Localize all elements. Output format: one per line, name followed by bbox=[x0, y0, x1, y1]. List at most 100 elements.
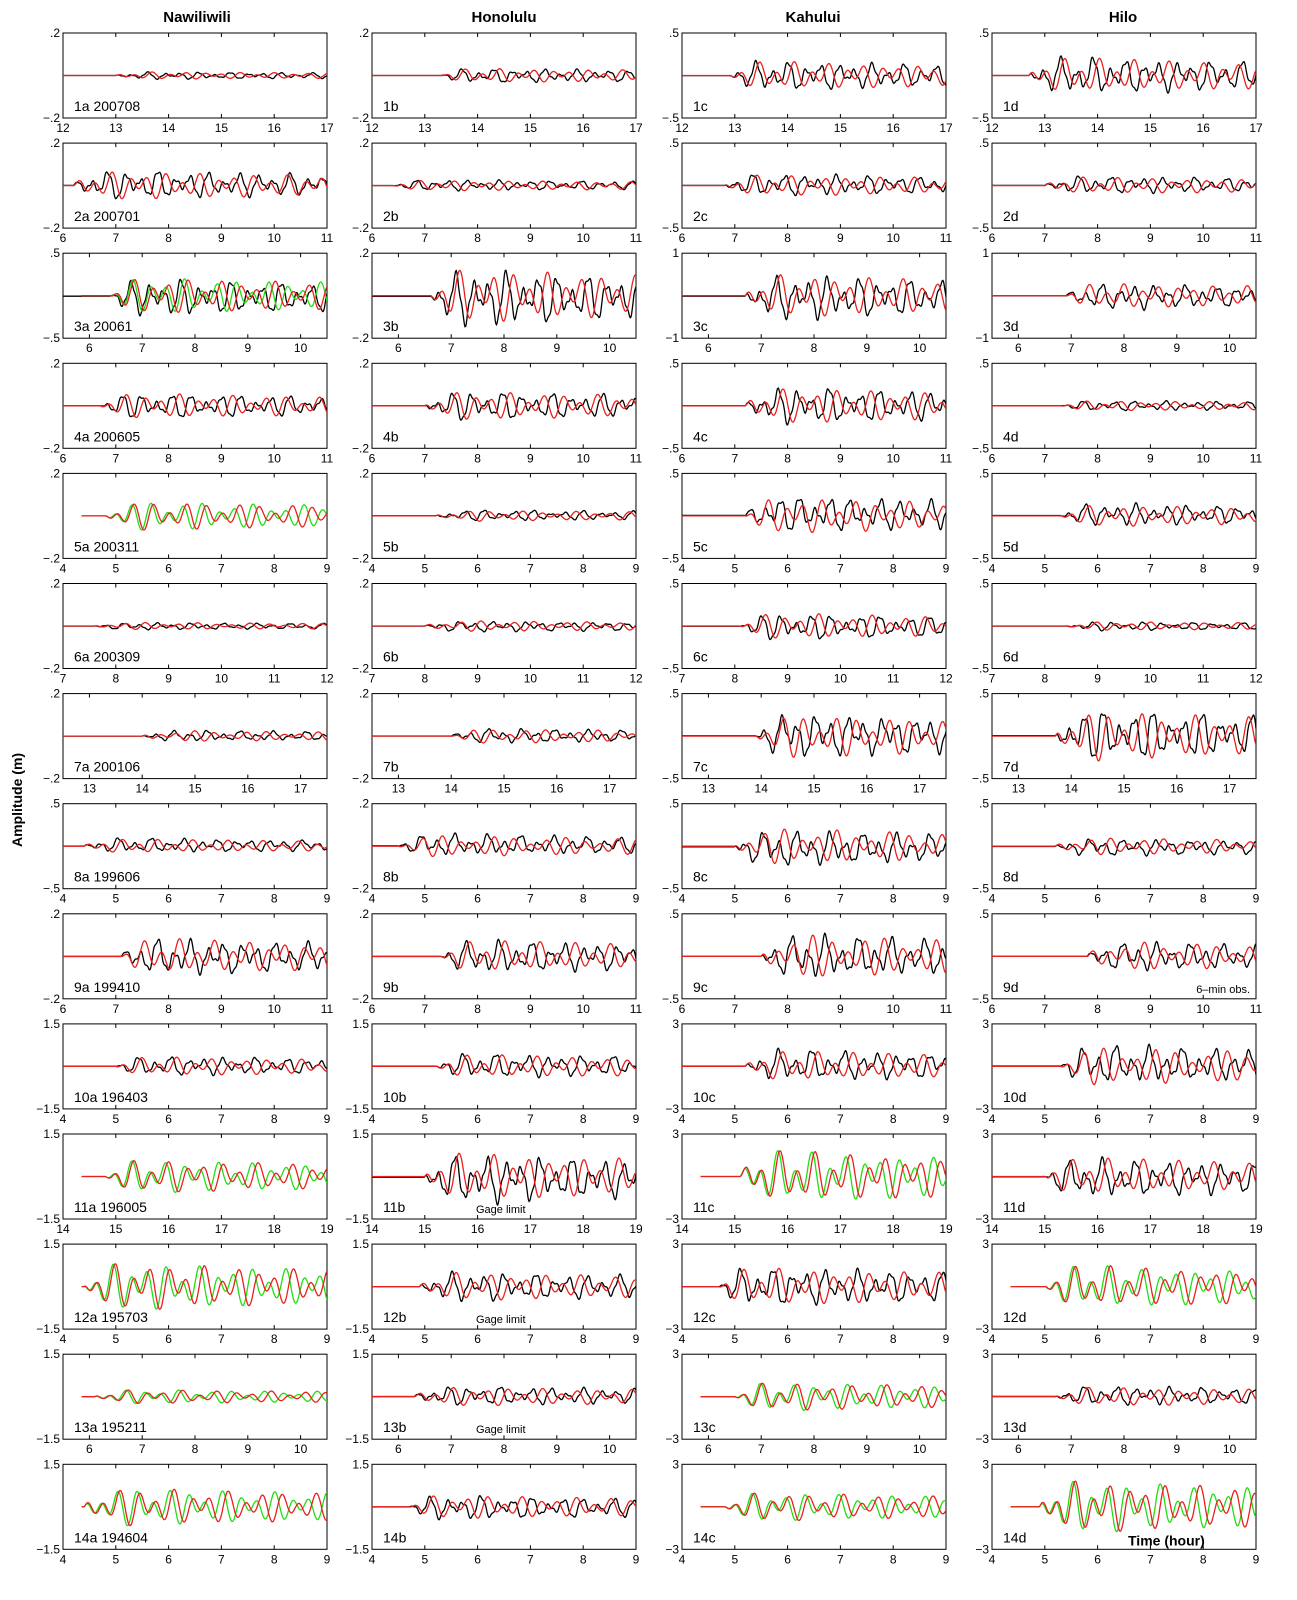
x-tick-label: 4 bbox=[679, 561, 686, 575]
panel-2d: .5 −.56 7 8 9 10 11 2d bbox=[972, 136, 1263, 245]
x-tick-label: 6 bbox=[165, 1552, 172, 1566]
y-tick-label: −.5 bbox=[662, 992, 679, 1006]
panel-label: 8c bbox=[693, 869, 708, 885]
model-series bbox=[682, 934, 946, 977]
panel-label: 1b bbox=[383, 98, 399, 114]
y-tick-label: −.2 bbox=[43, 992, 60, 1006]
y-tick-label: −1.5 bbox=[36, 1102, 60, 1116]
x-tick-label: 9 bbox=[943, 1112, 950, 1126]
x-tick-label: 9 bbox=[863, 1442, 870, 1456]
panel-label: 7d bbox=[1003, 759, 1019, 775]
x-tick-label: 9 bbox=[633, 892, 640, 906]
x-tick-label: 7 bbox=[1041, 451, 1048, 465]
x-tick-label: 6 bbox=[60, 1002, 67, 1016]
panel-label: 12d bbox=[1003, 1309, 1026, 1325]
x-tick-label: 7 bbox=[1147, 892, 1154, 906]
x-tick-label: 7 bbox=[218, 1112, 225, 1126]
x-tick-label: 15 bbox=[109, 1222, 123, 1236]
y-tick-label: −.5 bbox=[972, 992, 989, 1006]
x-tick-label: 11 bbox=[321, 451, 334, 465]
panel-label: 6c bbox=[693, 649, 708, 665]
x-tick-label: 17 bbox=[629, 121, 643, 135]
model-series bbox=[682, 1267, 946, 1305]
panel-label: 14b bbox=[383, 1529, 407, 1545]
x-tick-label: 7 bbox=[527, 892, 534, 906]
x-tick-label: 6 bbox=[705, 341, 712, 355]
x-tick-label: 4 bbox=[989, 1112, 996, 1126]
y-tick-label: 1.5 bbox=[352, 1127, 369, 1141]
x-tick-label: 6 bbox=[60, 451, 67, 465]
panel-label: 3a 20061 bbox=[74, 318, 133, 334]
x-tick-label: 5 bbox=[421, 1112, 428, 1126]
panel-note: Gage limit bbox=[476, 1424, 526, 1436]
model-series bbox=[682, 174, 946, 196]
x-tick-label: 14 bbox=[781, 121, 795, 135]
x-tick-label: 7 bbox=[527, 1552, 534, 1566]
x-tick-label: 11 bbox=[940, 231, 953, 245]
x-tick-label: 12 bbox=[629, 672, 643, 686]
observed-series bbox=[372, 832, 636, 855]
x-tick-label: 8 bbox=[474, 451, 481, 465]
x-tick-label: 11 bbox=[577, 672, 590, 686]
panel-5c: .5 −.54 5 6 7 8 9 5c bbox=[662, 466, 950, 575]
x-tick-label: 11 bbox=[887, 672, 900, 686]
x-tick-label: 11 bbox=[1250, 1002, 1263, 1016]
time-axis-label: Time (hour) bbox=[1128, 1532, 1205, 1548]
x-tick-label: 9 bbox=[943, 1332, 950, 1346]
y-tick-label: .5 bbox=[669, 136, 679, 150]
x-tick-label: 5 bbox=[731, 1552, 738, 1566]
x-tick-label: 9 bbox=[837, 451, 844, 465]
y-tick-label: .5 bbox=[979, 687, 989, 701]
panel-6c: .5 −.57 8 9 10 11 12 6c bbox=[662, 577, 953, 686]
x-tick-label: 10 bbox=[268, 451, 282, 465]
panel-label: 9d bbox=[1003, 979, 1019, 995]
x-tick-label: 4 bbox=[369, 1552, 376, 1566]
y-tick-label: −1.5 bbox=[36, 1432, 60, 1446]
y-tick-label: 3 bbox=[672, 1017, 679, 1031]
panel-7a: .2 −.2 13 14 15 16 17 7a 200106 bbox=[43, 687, 328, 796]
x-tick-label: 9 bbox=[784, 672, 791, 686]
x-tick-label: 6 bbox=[165, 1112, 172, 1126]
x-tick-label: 13 bbox=[83, 782, 97, 796]
model-series bbox=[81, 278, 327, 313]
x-tick-label: 6 bbox=[165, 1332, 172, 1346]
panel-frame bbox=[681, 362, 947, 449]
model-series bbox=[992, 941, 1256, 970]
y-tick-label: −.2 bbox=[352, 882, 369, 896]
y-tick-label: −.5 bbox=[972, 111, 989, 125]
y-tick-label: 3 bbox=[982, 1017, 989, 1031]
x-tick-label: 15 bbox=[834, 121, 848, 135]
x-tick-label: 9 bbox=[218, 231, 225, 245]
y-tick-label: −3 bbox=[975, 1432, 989, 1446]
x-tick-label: 9 bbox=[943, 1552, 950, 1566]
y-tick-label: −.2 bbox=[43, 662, 60, 676]
x-tick-label: 8 bbox=[271, 1552, 278, 1566]
y-tick-label: −3 bbox=[975, 1322, 989, 1336]
x-tick-label: 15 bbox=[728, 1222, 742, 1236]
x-tick-label: 9 bbox=[553, 341, 560, 355]
panel-label: 7b bbox=[383, 759, 399, 775]
model-series bbox=[1010, 1265, 1256, 1305]
y-tick-label: −1.5 bbox=[345, 1542, 369, 1556]
y-tick-label: −1.5 bbox=[345, 1432, 369, 1446]
x-tick-label: 15 bbox=[215, 121, 229, 135]
x-tick-label: 18 bbox=[268, 1222, 282, 1236]
y-tick-label: .2 bbox=[50, 577, 60, 591]
x-tick-label: 8 bbox=[1200, 561, 1207, 575]
x-tick-label: 17 bbox=[939, 121, 953, 135]
x-tick-label: 10 bbox=[913, 341, 927, 355]
x-tick-label: 7 bbox=[989, 672, 996, 686]
x-tick-label: 7 bbox=[758, 1442, 765, 1456]
x-tick-label: 7 bbox=[1147, 561, 1154, 575]
y-tick-label: −.2 bbox=[352, 662, 369, 676]
panel-1a: .2 −.212 13 14 15 16 17 1a 200708 bbox=[43, 26, 334, 135]
panel-12d: 3 −34 5 6 7 8 9 12d bbox=[975, 1237, 1259, 1346]
x-tick-label: 16 bbox=[860, 782, 874, 796]
y-tick-label: −.5 bbox=[43, 331, 60, 345]
x-tick-label: 8 bbox=[165, 231, 172, 245]
x-tick-label: 6 bbox=[1094, 1552, 1101, 1566]
x-tick-label: 6 bbox=[679, 231, 686, 245]
x-tick-label: 9 bbox=[837, 1002, 844, 1016]
model-series bbox=[372, 1271, 636, 1301]
panel-label: 10d bbox=[1003, 1089, 1026, 1105]
